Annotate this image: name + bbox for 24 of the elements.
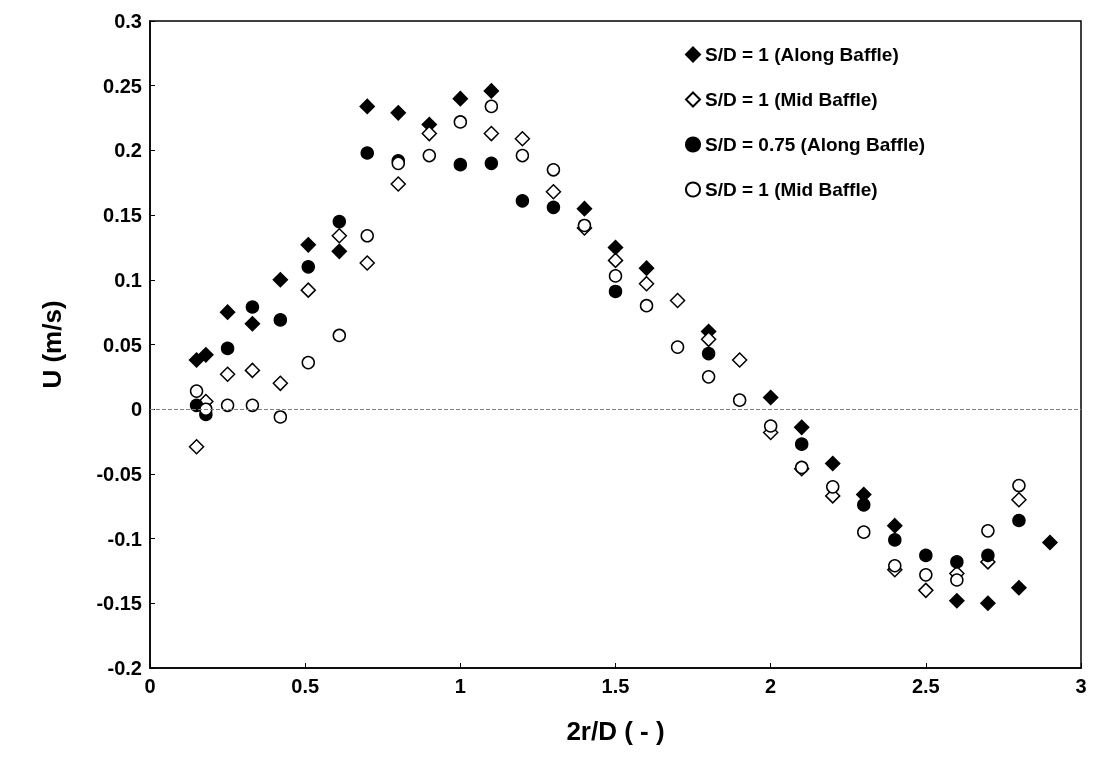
y-tick-label: -0.2: [107, 657, 142, 679]
legend-label: S/D = 1 (Along Baffle): [705, 44, 899, 65]
y-tick-label: 0: [130, 398, 142, 421]
x-tick-label: 0.5: [291, 675, 320, 697]
y-tick-label: 0.05: [103, 333, 142, 356]
x-tick-label: 1: [454, 675, 466, 697]
y-tick-label: 0.25: [103, 74, 142, 97]
y-tick-label: 0.3: [114, 10, 142, 32]
y-tick-label: 0.2: [114, 139, 142, 162]
y-tick-label: 0.15: [103, 204, 142, 227]
x-tick-label: 2.5: [911, 675, 940, 697]
y-tick-label: -0.05: [96, 462, 142, 485]
legend-label: S/D = 0.75 (Along Baffle): [705, 134, 926, 155]
x-tick-label: 1.5: [601, 675, 630, 697]
x-tick-label: 2: [765, 675, 777, 697]
y-tick-label: -0.1: [107, 527, 142, 550]
x-axis-title: 2r/D ( - ): [566, 716, 665, 746]
y-tick-label: 0.1: [114, 268, 142, 291]
y-axis-title: U (m/s): [37, 300, 67, 389]
y-tick-label: -0.15: [96, 592, 142, 615]
x-tick-label: 0: [144, 675, 156, 697]
x-tick-label: 3: [1075, 675, 1087, 697]
legend-label: S/D = 1 (Mid Baffle): [705, 179, 878, 200]
legend-label: S/D = 1 (Mid Baffle): [705, 89, 878, 110]
